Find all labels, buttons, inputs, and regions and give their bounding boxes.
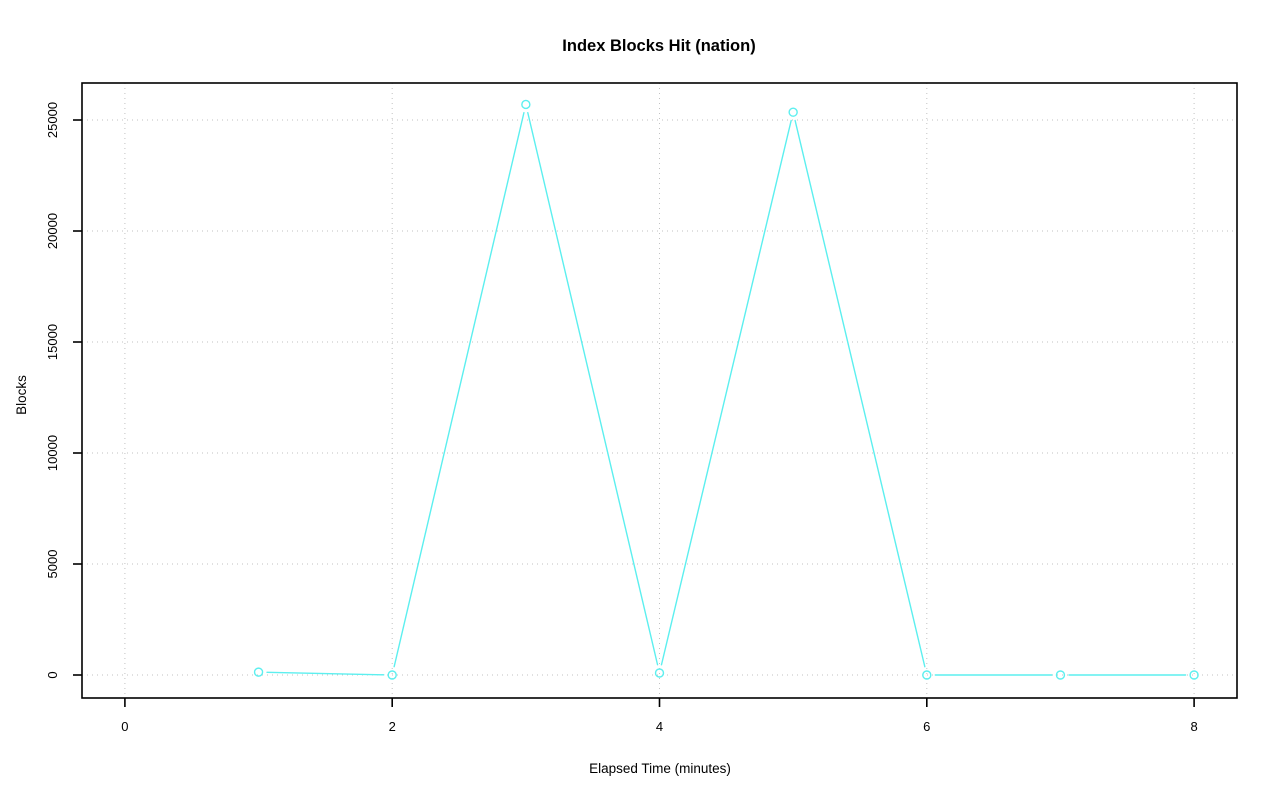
x-tick-label: 8: [1190, 719, 1197, 734]
x-tick-label: 0: [121, 719, 128, 734]
plot-area: 0 2 4 6 8 0 5000 10000 15000 20000 25000: [45, 82, 1238, 734]
data-point-marker: [1055, 670, 1066, 680]
y-tick-label: 10000: [45, 435, 60, 471]
y-tick-label: 5000: [45, 550, 60, 579]
chart-title: Index Blocks Hit (nation): [562, 37, 755, 55]
data-point-marker: [387, 670, 397, 680]
x-axis-label: Elapsed Time (minutes): [589, 761, 731, 776]
y-axis-label: Blocks: [14, 375, 29, 415]
data-point-marker: [1189, 670, 1199, 680]
data-point-marker: [253, 667, 264, 677]
y-tick-label: 15000: [45, 324, 60, 360]
series-line-segment: [527, 112, 659, 666]
series-line-segment: [794, 119, 926, 668]
y-tick-label: 20000: [45, 213, 60, 249]
series-line-segment: [660, 119, 792, 666]
data-point-marker: [521, 99, 531, 110]
series-line-segment: [393, 112, 525, 668]
y-tick-label: 25000: [45, 102, 60, 138]
data-point-marker: [788, 107, 798, 117]
y-tick-label: 0: [45, 671, 60, 678]
data-point-marker: [654, 668, 665, 678]
x-tick-label: 4: [656, 719, 663, 734]
data-point-marker: [922, 670, 932, 680]
series-line-segment: [266, 671, 385, 676]
x-tick-label: 2: [389, 719, 396, 734]
plot-box: [81, 82, 1238, 699]
x-tick-label: 6: [923, 719, 930, 734]
